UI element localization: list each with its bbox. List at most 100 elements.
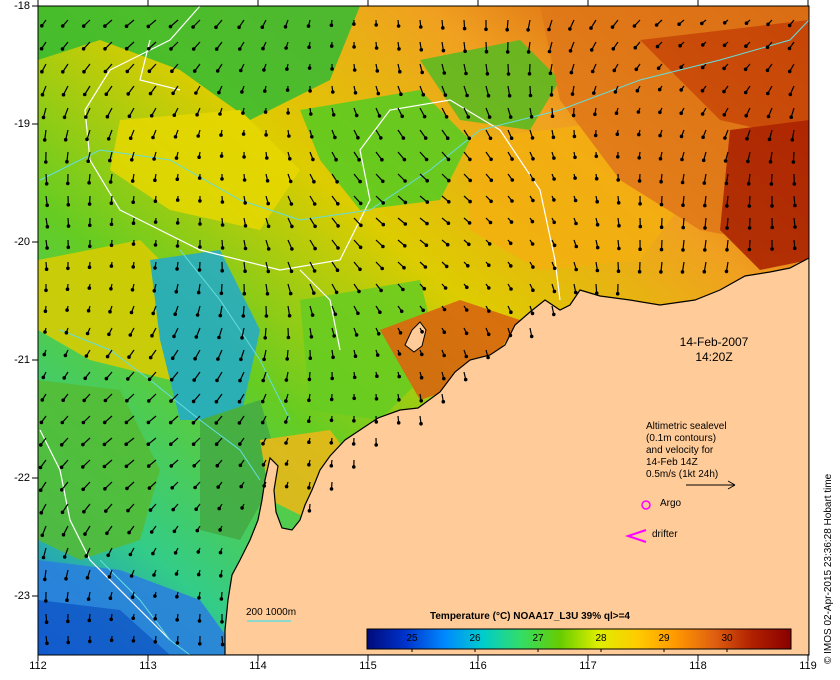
velocity-arrow-head bbox=[335, 202, 340, 206]
velocity-arrow-head bbox=[617, 246, 621, 251]
velocity-arrow-head bbox=[442, 353, 447, 358]
velocity-arrow-head bbox=[381, 244, 385, 249]
lon-label: 117 bbox=[579, 660, 597, 672]
velocity-arrow-head bbox=[505, 50, 510, 54]
date-stamp: 14-Feb-2007 14:20Z bbox=[658, 335, 770, 365]
velocity-arrow-head bbox=[82, 398, 87, 403]
velocity-arrow-head bbox=[240, 506, 244, 510]
velocity-arrow-head bbox=[103, 24, 107, 28]
velocity-arrow-head bbox=[332, 334, 337, 338]
velocity-arrow-head bbox=[147, 399, 151, 403]
velocity-arrow-head bbox=[484, 27, 488, 32]
velocity-arrow-head bbox=[329, 397, 334, 402]
velocity-arrow-head bbox=[423, 265, 428, 269]
velocity-arrow-head bbox=[86, 597, 91, 602]
velocity-arrow-head bbox=[63, 137, 68, 142]
velocity-arrow-head bbox=[284, 378, 289, 382]
velocity-arrow-head bbox=[81, 442, 85, 447]
velocity-arrow-head bbox=[66, 245, 71, 250]
velocity-arrow-head bbox=[153, 220, 158, 224]
altimetry-legend: Altimetric sealevel (0.1m contours) and … bbox=[646, 421, 727, 481]
velocity-arrow-head bbox=[548, 71, 553, 76]
velocity-arrow-head bbox=[334, 290, 339, 295]
velocity-arrow-head bbox=[39, 510, 44, 515]
velocity-arrow-head bbox=[242, 155, 246, 159]
velocity-arrow-head bbox=[284, 441, 288, 445]
velocity-arrow-head bbox=[290, 224, 294, 229]
velocity-arrow-head bbox=[424, 243, 429, 248]
velocity-arrow-head bbox=[568, 27, 572, 31]
velocity-arrow-head bbox=[464, 331, 469, 336]
velocity-arrow-head bbox=[770, 225, 775, 230]
velocity-arrow-head bbox=[356, 135, 360, 140]
velocity-arrow-head bbox=[88, 244, 92, 249]
velocity-arrow-head bbox=[82, 509, 86, 514]
velocity-arrow-head bbox=[265, 179, 270, 183]
colorbar-label: 30 bbox=[721, 633, 733, 644]
velocity-arrow-head bbox=[153, 594, 157, 598]
velocity-arrow-head bbox=[397, 352, 402, 356]
velocity-arrow-head bbox=[191, 25, 195, 29]
velocity-arrow-head bbox=[85, 331, 90, 336]
velocity-arrow-head bbox=[333, 135, 337, 140]
velocity-arrow-head bbox=[352, 375, 357, 380]
velocity-arrow-head bbox=[552, 220, 557, 225]
velocity-arrow-head bbox=[506, 72, 511, 76]
velocity-arrow-head bbox=[147, 69, 152, 74]
velocity-arrow-head bbox=[358, 245, 363, 250]
velocity-arrow-head bbox=[129, 574, 134, 578]
velocity-arrow-head bbox=[196, 572, 201, 577]
velocity-arrow-head bbox=[109, 222, 114, 227]
velocity-arrow-head bbox=[127, 530, 131, 535]
velocity-arrow-head bbox=[701, 158, 706, 163]
velocity-arrow-head bbox=[240, 90, 244, 94]
velocity-arrow-head bbox=[374, 46, 379, 50]
credit-text: © IMOS 02-Apr-2015 23:36:28 Hobart time bbox=[823, 473, 834, 664]
velocity-arrow-head bbox=[243, 224, 248, 228]
velocity-arrow-head bbox=[62, 376, 66, 380]
velocity-arrow-head bbox=[655, 44, 660, 49]
velocity-arrow-head bbox=[307, 66, 312, 70]
velocity-arrow-head bbox=[104, 509, 108, 513]
argo-label: Argo bbox=[660, 498, 682, 509]
velocity-arrow-head bbox=[508, 333, 513, 338]
velocity-arrow-head bbox=[378, 310, 382, 315]
velocity-arrow-head bbox=[260, 420, 265, 425]
velocity-arrow-head bbox=[172, 334, 176, 339]
velocity-arrow-head bbox=[146, 46, 151, 51]
velocity-arrow-head bbox=[168, 24, 173, 29]
velocity-arrow-head bbox=[331, 113, 336, 117]
velocity-arrow-head bbox=[82, 69, 86, 74]
velocity-arrow-head bbox=[146, 24, 151, 29]
velocity-arrow-head bbox=[243, 246, 248, 251]
velocity-arrow-head bbox=[287, 313, 292, 318]
velocity-arrow-head bbox=[238, 463, 243, 468]
velocity-arrow-head bbox=[679, 111, 684, 116]
velocity-arrow-head bbox=[744, 44, 748, 49]
lon-label: 116 bbox=[469, 660, 487, 672]
velocity-arrow-head bbox=[219, 597, 224, 601]
velocity-arrow-head bbox=[103, 398, 108, 403]
velocity-arrow-head bbox=[175, 641, 180, 645]
velocity-arrow-head bbox=[792, 182, 797, 186]
velocity-arrow-head bbox=[358, 179, 362, 184]
velocity-arrow-head bbox=[552, 266, 557, 271]
velocity-arrow-head bbox=[589, 26, 593, 30]
velocity-arrow-head bbox=[510, 157, 514, 161]
velocity-arrow-head bbox=[446, 157, 451, 162]
velocity-arrow-head bbox=[287, 134, 291, 138]
velocity-arrow-head bbox=[44, 620, 49, 625]
velocity-arrow-head bbox=[311, 291, 316, 295]
velocity-arrow-head bbox=[531, 198, 535, 203]
lon-label: 114 bbox=[249, 660, 267, 672]
velocity-arrow-head bbox=[487, 115, 492, 119]
velocity-arrow-head bbox=[38, 488, 43, 493]
velocity-arrow-head bbox=[172, 113, 177, 118]
velocity-arrow-head bbox=[615, 291, 620, 296]
plot-area bbox=[38, 6, 809, 655]
velocity-arrow-head bbox=[284, 484, 289, 489]
velocity-arrow-head bbox=[153, 616, 158, 621]
velocity-arrow-head bbox=[743, 67, 748, 72]
velocity-arrow-head bbox=[510, 199, 514, 203]
